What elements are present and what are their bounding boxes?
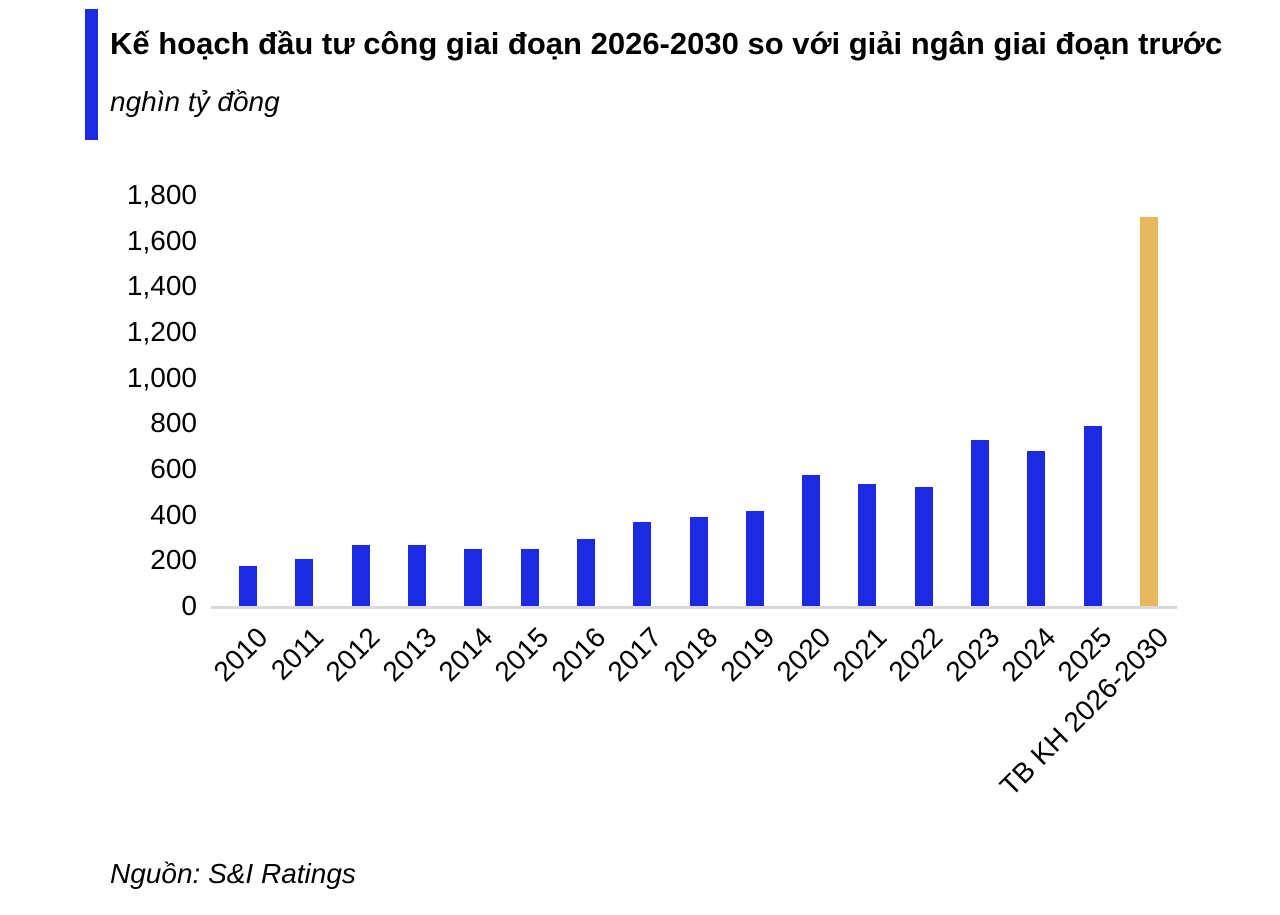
chart-unit-label: nghìn tỷ đồng: [110, 86, 280, 117]
bar-2020: [802, 475, 820, 606]
y-tick-label-1800: 1,800: [126, 179, 197, 210]
x-label-2014: 2014: [432, 621, 499, 688]
bar-2017: [633, 522, 651, 606]
x-label-2020: 2020: [770, 621, 837, 688]
bar-2014: [464, 549, 482, 606]
y-tick-label-400: 400: [150, 498, 197, 530]
bar-2019: [746, 511, 764, 606]
bar-2012: [352, 545, 370, 606]
bar-2021: [858, 484, 876, 606]
x-label-2012: 2012: [319, 621, 386, 688]
x-label-2010: 2010: [207, 621, 274, 688]
bar-2023: [971, 440, 989, 606]
source-note: Nguồn: S&I Ratings: [110, 858, 356, 889]
bar-2010: [239, 566, 257, 606]
y-tick-label-1400: 1,400: [126, 270, 197, 302]
x-axis-line: [211, 606, 1177, 609]
x-label-2016: 2016: [545, 621, 612, 688]
bar-2013: [408, 545, 426, 606]
x-label-2021: 2021: [826, 621, 893, 688]
x-label-2017: 2017: [601, 621, 668, 688]
y-tick-label-1600: 1,600: [126, 224, 197, 256]
bar-2022: [915, 487, 933, 606]
y-tick-label-0: 0: [181, 590, 197, 621]
y-tick-label-600: 600: [150, 453, 197, 484]
bar-2025: [1084, 426, 1102, 606]
x-label-2024: 2024: [995, 621, 1062, 688]
bar-tb-kh-2026-2030: [1140, 217, 1158, 606]
title-accent-bar: [85, 9, 98, 140]
x-label-2018: 2018: [657, 621, 724, 688]
y-tick-label-800: 800: [150, 407, 197, 439]
bar-2018: [690, 517, 708, 606]
x-label-2022: 2022: [882, 621, 949, 688]
bar-2011: [295, 559, 313, 606]
chart-title: Kế hoạch đầu tư công giai đoạn 2026-2030…: [110, 26, 1223, 61]
x-label-2011: 2011: [265, 621, 330, 686]
bar-2016: [577, 539, 595, 606]
x-label-2015: 2015: [488, 621, 555, 688]
y-tick-label-200: 200: [150, 544, 197, 576]
bar-2024: [1027, 451, 1045, 606]
x-label-2019: 2019: [714, 621, 781, 688]
x-label-2013: 2013: [376, 621, 443, 688]
x-label-2023: 2023: [939, 621, 1006, 688]
y-tick-label-1000: 1,000: [126, 361, 197, 393]
bar-2015: [521, 549, 539, 606]
y-tick-label-1200: 1,200: [126, 316, 197, 347]
